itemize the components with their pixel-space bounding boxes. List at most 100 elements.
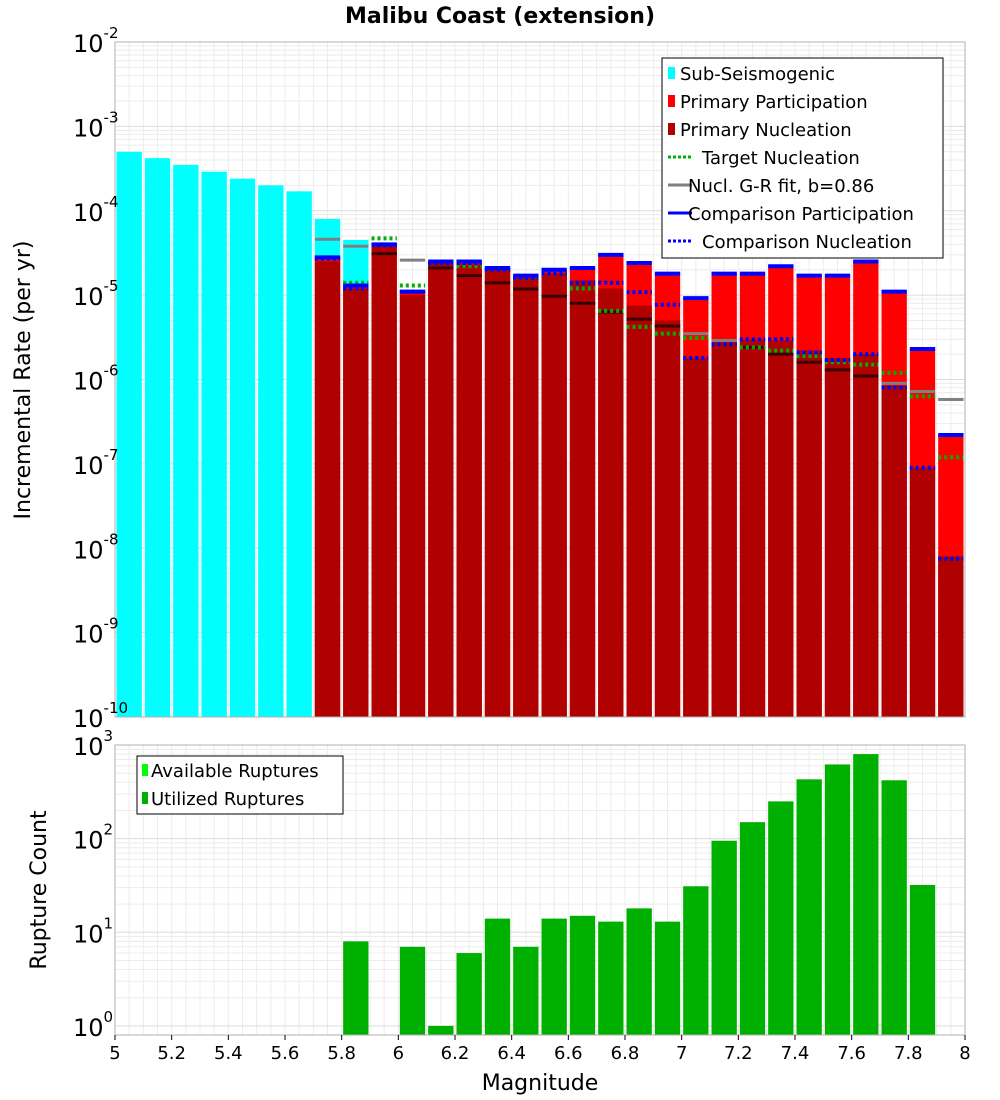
utilized-ruptures-bar (654, 921, 681, 1035)
x-tick-label: 5 (109, 1043, 120, 1064)
rate-legend-swatch (668, 67, 675, 79)
x-tick-label: 7.4 (781, 1043, 810, 1064)
utilized-ruptures-bar (541, 918, 567, 1035)
sub-seismogenic-bar (173, 164, 199, 718)
primary-nucleation-bar (654, 320, 681, 717)
utilized-ruptures-bar (881, 780, 907, 1035)
sub-seismogenic-bar (286, 191, 312, 717)
utilized-ruptures-bar (569, 915, 596, 1035)
primary-nucleation-bar (456, 264, 482, 717)
primary-nucleation-bar (853, 354, 879, 717)
sub-seismogenic-bar (258, 185, 284, 718)
rate-y-tick-label: 10-2 (73, 24, 119, 58)
x-tick-label: 5.4 (214, 1043, 243, 1064)
count-y-tick-label: 102 (73, 821, 113, 855)
utilized-ruptures-bar (824, 764, 851, 1035)
rate-y-tick-label: 10-8 (73, 530, 119, 564)
utilized-ruptures-bar (513, 946, 539, 1035)
sub-seismogenic-bar (201, 171, 227, 717)
sub-seismogenic-bar (144, 158, 171, 718)
sub-seismogenic-bar (229, 178, 256, 717)
count-legend-label: Available Ruptures (151, 761, 319, 782)
x-tick-label: 5.8 (327, 1043, 356, 1064)
x-tick-label: 6.4 (497, 1043, 526, 1064)
count-legend-swatch (142, 792, 148, 804)
utilized-ruptures-bar (456, 953, 482, 1035)
utilized-ruptures-bar (399, 946, 426, 1035)
primary-nucleation-bar (541, 273, 567, 717)
x-tick-label: 5.2 (157, 1043, 186, 1064)
primary-nucleation-bar (484, 269, 511, 717)
utilized-ruptures-bar (739, 822, 766, 1035)
count-legend-swatch (142, 764, 148, 776)
rate-plot-frame (114, 41, 966, 718)
rate-plot-y-ticks: 10-10 10-9 10-8 10-7 10-6 10-5 10-4 10-3 10-2 (73, 24, 128, 733)
x-tick-label: 6.8 (611, 1043, 640, 1064)
rate-y-tick-label: 10-5 (73, 277, 119, 311)
count-plot-bars (343, 754, 936, 1035)
rate-plot-legend: Sub-Seismogenic Primary Participation Prim… (661, 57, 944, 259)
rate-plot-y-label: Incremental Rate (per yr) (11, 241, 36, 520)
primary-nucleation-bar (938, 556, 964, 717)
primary-nucleation-bar (739, 339, 766, 717)
primary-nucleation-bar (881, 385, 907, 717)
primary-nucleation-bar (824, 357, 851, 717)
primary-nucleation-bar (768, 340, 794, 717)
count-plot-y-label: Rupture Count (27, 810, 52, 970)
count-legend-entries: Available Ruptures Utilized Ruptures (142, 761, 319, 810)
utilized-ruptures-bar (343, 941, 369, 1035)
rate-y-tick-label: 10-3 (73, 108, 119, 142)
x-tick-label: 6.6 (554, 1043, 583, 1064)
utilized-ruptures-bar (484, 918, 511, 1035)
primary-nucleation-bar (711, 341, 737, 717)
rate-y-tick-label: 10-10 (73, 699, 128, 733)
rate-legend-box (661, 57, 944, 259)
count-plot-x-label: Magnitude (482, 1071, 599, 1096)
x-tick-label: 6 (393, 1043, 404, 1064)
primary-nucleation-bar (428, 263, 454, 717)
primary-nucleation-bar (626, 305, 652, 717)
rate-legend-label: Primary Nucleation (680, 120, 852, 141)
utilized-ruptures-bar (428, 1025, 454, 1035)
x-tick-label: 8 (959, 1043, 970, 1064)
utilized-ruptures-bar (711, 840, 737, 1035)
utilized-ruptures-bar (598, 921, 624, 1035)
count-plot-y-ticks: 100 101 102 103 (73, 727, 113, 1042)
chart-title: Malibu Coast (extension) (345, 4, 655, 29)
rate-legend-label: Sub-Seismogenic (680, 64, 835, 85)
x-tick-label: 7.2 (724, 1043, 753, 1064)
utilized-ruptures-bar (796, 779, 822, 1035)
primary-nucleation-bar (909, 467, 936, 717)
count-plot-x-ticks: 5 5.2 5.4 5.6 5.8 6 6.2 6.4 6.6 6.8 7 7.2 7.4 7.6 7.8 8 (109, 1035, 971, 1064)
count-y-tick-label: 101 (73, 914, 113, 948)
x-tick-label: 6.2 (441, 1043, 470, 1064)
utilized-ruptures-bar (909, 884, 936, 1035)
count-legend-label: Utilized Ruptures (151, 789, 304, 810)
rate-plot-markers (314, 236, 964, 561)
rate-plot: 10-10 10-9 10-8 10-7 10-6 10-5 10-4 10-3 10-2 In… (11, 24, 966, 733)
primary-nucleation-bar (683, 357, 709, 717)
primary-nucleation-bar (399, 295, 426, 717)
utilized-ruptures-bar (768, 801, 794, 1035)
rate-legend-label: Target Nucleation (701, 148, 860, 169)
rate-y-tick-label: 10-9 (73, 615, 119, 649)
utilized-ruptures-bar (626, 908, 652, 1035)
rate-legend-label: Primary Participation (680, 92, 868, 113)
count-plot-legend: Available Ruptures Utilized Ruptures (136, 755, 344, 815)
primary-nucleation-bar (371, 246, 397, 718)
sub-seismogenic-bar (116, 151, 142, 717)
primary-nucleation-bar (796, 350, 822, 717)
utilized-ruptures-bar (683, 886, 709, 1035)
rate-legend-label: Nucl. G-R fit, b=0.86 (688, 176, 874, 197)
primary-nucleation-bar (343, 288, 369, 717)
rate-y-tick-label: 10-7 (73, 446, 119, 480)
primary-nucleation-bar (513, 277, 539, 717)
x-tick-label: 7 (676, 1043, 687, 1064)
rate-legend-entries: Sub-Seismogenic Primary Participation Prim… (668, 64, 914, 253)
x-tick-label: 7.8 (894, 1043, 923, 1064)
rate-legend-label: Comparison Nucleation (702, 232, 912, 253)
count-plot-frame (114, 744, 966, 1036)
rate-y-tick-label: 10-6 (73, 362, 119, 396)
primary-nucleation-bar (598, 288, 624, 717)
